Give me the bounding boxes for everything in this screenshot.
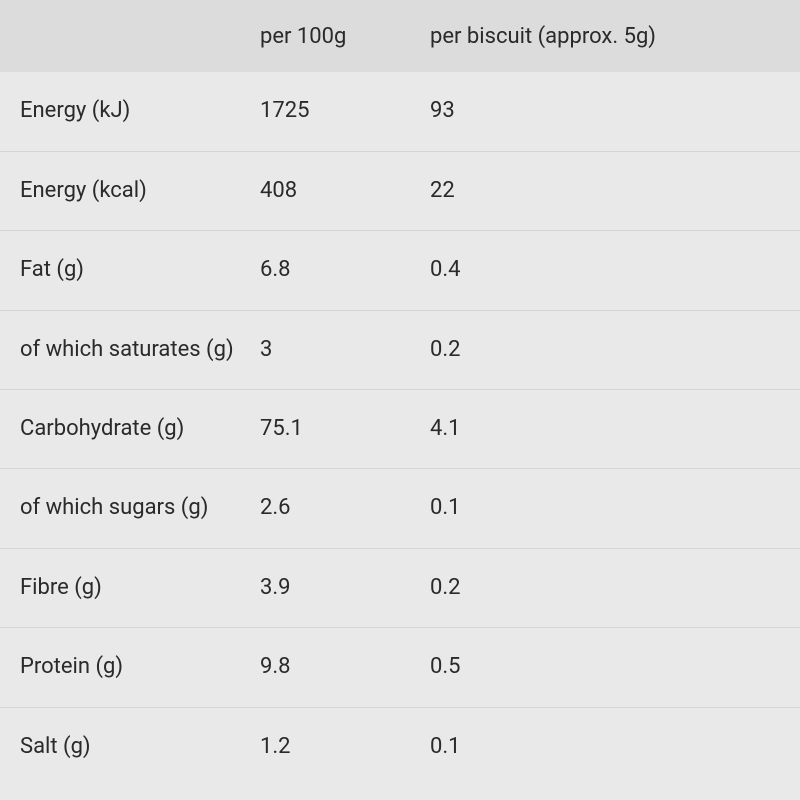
nutrient-per-100g: 3 bbox=[260, 337, 430, 363]
nutrition-table: per 100g per biscuit (approx. 5g) Energy… bbox=[0, 0, 800, 786]
nutrient-label: Energy (kcal) bbox=[0, 178, 260, 204]
nutrient-per-biscuit: 0.5 bbox=[430, 654, 800, 680]
nutrient-label: of which sugars (g) bbox=[0, 495, 260, 521]
table-row: Protein (g) 9.8 0.5 bbox=[0, 628, 800, 707]
nutrient-per-biscuit: 4.1 bbox=[430, 416, 800, 442]
nutrient-per-biscuit: 0.2 bbox=[430, 337, 800, 363]
nutrient-per-100g: 1725 bbox=[260, 98, 430, 124]
nutrient-per-biscuit: 0.4 bbox=[430, 257, 800, 283]
nutrient-per-biscuit: 0.1 bbox=[430, 495, 800, 521]
nutrient-per-100g: 9.8 bbox=[260, 654, 430, 680]
nutrient-label: Salt (g) bbox=[0, 734, 260, 760]
nutrient-label: Fibre (g) bbox=[0, 575, 260, 601]
nutrient-per-biscuit: 0.1 bbox=[430, 734, 800, 760]
nutrient-label: Protein (g) bbox=[0, 654, 260, 680]
table-row: of which saturates (g) 3 0.2 bbox=[0, 311, 800, 390]
table-header-row: per 100g per biscuit (approx. 5g) bbox=[0, 0, 800, 72]
column-header-per-100g: per 100g bbox=[260, 24, 430, 50]
nutrient-per-100g: 75.1 bbox=[260, 416, 430, 442]
column-header-per-biscuit: per biscuit (approx. 5g) bbox=[430, 24, 800, 50]
table-row: Carbohydrate (g) 75.1 4.1 bbox=[0, 390, 800, 469]
nutrient-label: Energy (kJ) bbox=[0, 98, 260, 124]
nutrient-per-100g: 6.8 bbox=[260, 257, 430, 283]
table-row: of which sugars (g) 2.6 0.1 bbox=[0, 469, 800, 548]
table-row: Fibre (g) 3.9 0.2 bbox=[0, 549, 800, 628]
nutrient-per-biscuit: 93 bbox=[430, 98, 800, 124]
table-row: Fat (g) 6.8 0.4 bbox=[0, 231, 800, 310]
nutrient-per-100g: 2.6 bbox=[260, 495, 430, 521]
nutrient-per-100g: 408 bbox=[260, 178, 430, 204]
table-row: Energy (kJ) 1725 93 bbox=[0, 72, 800, 151]
table-row: Energy (kcal) 408 22 bbox=[0, 152, 800, 231]
nutrient-per-100g: 1.2 bbox=[260, 734, 430, 760]
nutrient-label: Fat (g) bbox=[0, 257, 260, 283]
nutrient-per-100g: 3.9 bbox=[260, 575, 430, 601]
column-header-nutrient bbox=[0, 24, 260, 50]
nutrient-label: of which saturates (g) bbox=[0, 337, 260, 363]
nutrient-label: Carbohydrate (g) bbox=[0, 416, 260, 442]
nutrient-per-biscuit: 22 bbox=[430, 178, 800, 204]
nutrient-per-biscuit: 0.2 bbox=[430, 575, 800, 601]
table-row: Salt (g) 1.2 0.1 bbox=[0, 708, 800, 786]
